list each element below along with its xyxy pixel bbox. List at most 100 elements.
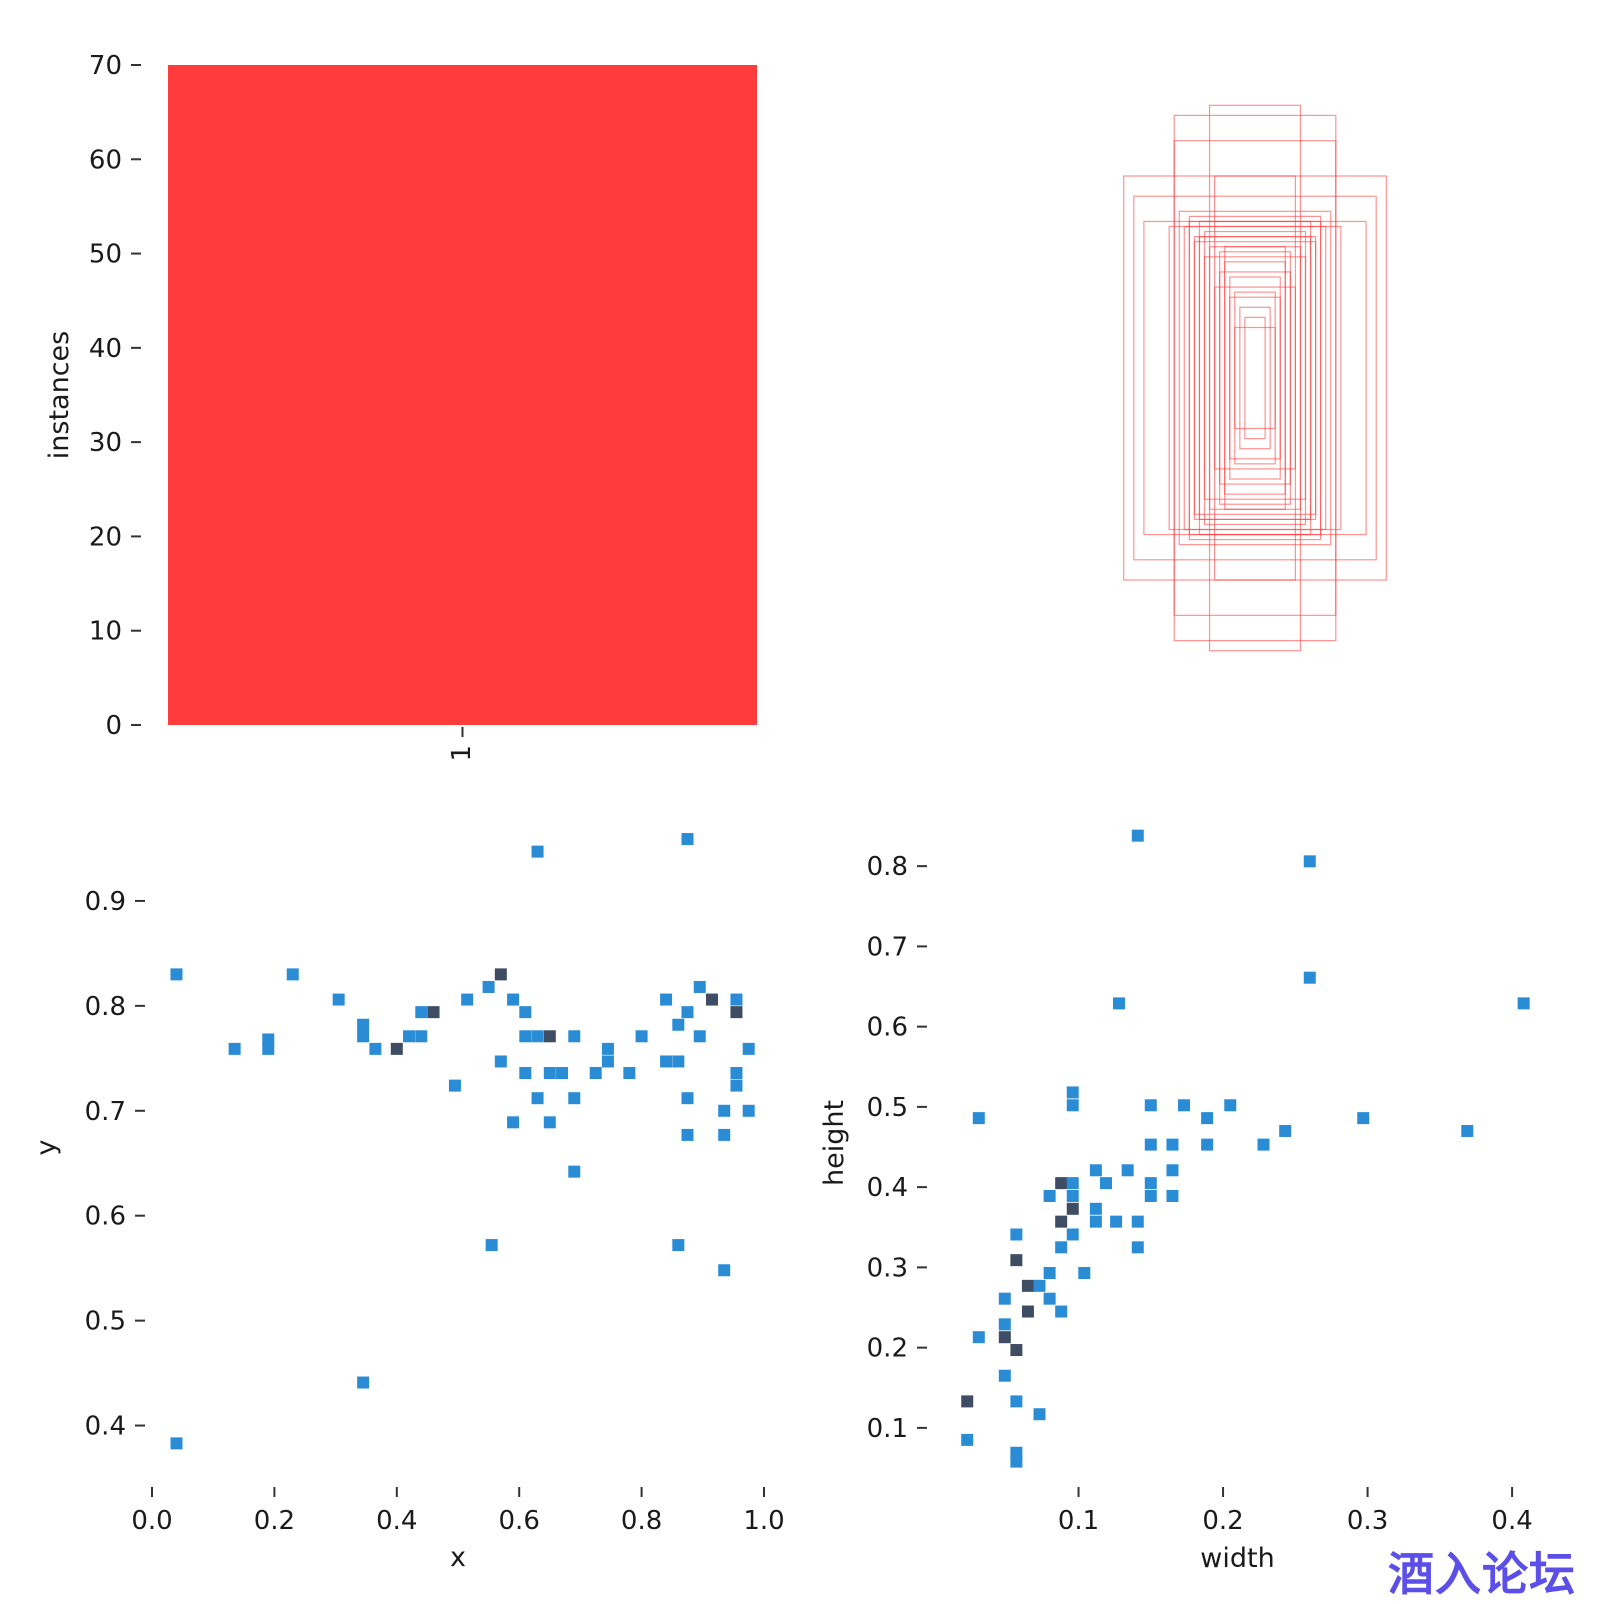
heatmap-cell <box>1021 1279 1034 1292</box>
heatmap-cell <box>482 980 495 993</box>
heatmap-cell <box>681 1006 694 1019</box>
heatmap-cell <box>660 993 673 1006</box>
x-axis-label: width <box>1200 1543 1274 1574</box>
heatmap-cell <box>998 1331 1011 1344</box>
heatmap-cell <box>718 1128 731 1141</box>
heatmap-cell <box>448 1079 461 1092</box>
panel-box-overlay <box>1123 104 1387 652</box>
y-tick-label: 0.7 <box>867 932 908 962</box>
heatmap-cell <box>568 1092 581 1105</box>
heatmap-cell <box>1055 1215 1068 1228</box>
heatmap-cell <box>1461 1124 1474 1137</box>
heatmap-cell <box>415 1006 428 1019</box>
x-tick-label: 0.0 <box>131 1506 172 1536</box>
heatmap-cell <box>262 1033 275 1046</box>
box-outline <box>1188 220 1322 536</box>
heatmap-cell <box>494 968 507 981</box>
heatmap-cell <box>1055 1177 1068 1190</box>
heatmap-cell <box>1144 1099 1157 1112</box>
panel-width-height-heatmap: 0.1 0.2 0.3 0.4 0.1 0.2 0.3 0.4 0.5 0.6 0.7 0.8 widt… <box>819 829 1533 1574</box>
y-tick-label: 70 <box>89 51 122 81</box>
box-outline <box>1198 220 1312 536</box>
heatmap-cell <box>681 1092 694 1105</box>
heatmap-cell <box>507 993 520 1006</box>
heatmap-cell <box>1099 1177 1112 1190</box>
heatmap-cell <box>1517 997 1530 1010</box>
heatmap-cell <box>1201 1112 1214 1125</box>
y-tick-label: 10 <box>89 617 122 647</box>
heatmap-cell <box>568 1030 581 1043</box>
heatmap-cell <box>494 1055 507 1068</box>
bar-1 <box>168 65 757 725</box>
heatmap-cell <box>1066 1099 1079 1112</box>
heatmap-cell <box>1033 1408 1046 1421</box>
y-tick-label: 30 <box>89 428 122 458</box>
heatmap-cell <box>1010 1254 1023 1267</box>
heatmap-cell <box>1066 1177 1079 1190</box>
heatmap-cell <box>1131 1241 1144 1254</box>
heatmap-cell <box>228 1042 241 1055</box>
y-tick-label: 0.5 <box>867 1093 908 1123</box>
box-outline <box>1244 316 1266 440</box>
heatmap-cell <box>390 1042 403 1055</box>
box-outline <box>1239 306 1271 450</box>
heatmap-cell <box>543 1116 556 1129</box>
heatmap-cell <box>681 833 694 846</box>
heatmap-cell <box>1131 829 1144 842</box>
heatmap-cell <box>1089 1215 1102 1228</box>
heatmap-cell <box>660 1055 673 1068</box>
heatmap-cell <box>461 993 474 1006</box>
x-tick-label: 0.6 <box>499 1506 540 1536</box>
y-tick-label: 0.4 <box>867 1173 908 1203</box>
y-tick-label: 0.6 <box>85 1202 126 1232</box>
heatmap-cell <box>1066 1202 1079 1215</box>
x-tick-label: 0.3 <box>1347 1506 1388 1536</box>
y-tick-label: 0.9 <box>85 887 126 917</box>
x-tick-label: 0.4 <box>1491 1506 1532 1536</box>
y-tick-label: 0.2 <box>867 1334 908 1364</box>
box-outline <box>1193 236 1317 520</box>
heatmap-cell <box>672 1239 685 1252</box>
heatmap-cell <box>1166 1138 1179 1151</box>
y-tick-label: 0.3 <box>867 1253 908 1283</box>
x-axis-label: x <box>450 1542 466 1573</box>
box-outline <box>1173 114 1337 642</box>
y-tick-label: 0.4 <box>85 1412 126 1442</box>
box-outline <box>1234 326 1276 430</box>
x-tick-label: 1 <box>447 745 477 762</box>
heatmap-cell <box>1066 1228 1079 1241</box>
heatmap-cell <box>742 1104 755 1117</box>
heatmap-cell <box>556 1067 569 1080</box>
box-outline <box>1173 140 1337 616</box>
y-axis-label: height <box>819 1100 850 1186</box>
heatmap-cell <box>693 1030 706 1043</box>
heatmap-cell <box>357 1030 370 1043</box>
y-tick-label: 60 <box>89 145 122 175</box>
heatmap-cell <box>1224 1099 1237 1112</box>
heatmap-cell <box>1144 1189 1157 1202</box>
heatmap-cell <box>742 1042 755 1055</box>
heatmap-cell <box>705 993 718 1006</box>
y-tick-label: 0.7 <box>85 1097 126 1127</box>
heatmap-cell <box>998 1369 1011 1382</box>
x-tick-label: 0.2 <box>1202 1506 1243 1536</box>
heatmap-cell <box>672 1055 685 1068</box>
x-tick-label: 0.1 <box>1058 1506 1099 1536</box>
heatmap-cell <box>601 1042 614 1055</box>
heatmap-cell <box>531 1030 544 1043</box>
heatmap-cell <box>623 1067 636 1080</box>
heatmap-cell <box>1166 1189 1179 1202</box>
heatmap-cell <box>589 1067 602 1080</box>
box-outline <box>1208 104 1302 652</box>
y-tick-label: 0.8 <box>85 992 126 1022</box>
heatmap-cell <box>730 1079 743 1092</box>
y-tick-label: 0 <box>105 711 122 741</box>
heatmap-cell <box>1178 1099 1191 1112</box>
heatmap-cell <box>427 1006 440 1019</box>
x-tick-label: 0.8 <box>621 1506 662 1536</box>
box-outline <box>1203 256 1307 500</box>
box-outline <box>1198 236 1312 520</box>
heatmap-cell <box>1010 1344 1023 1357</box>
heatmap-cell <box>1055 1305 1068 1318</box>
